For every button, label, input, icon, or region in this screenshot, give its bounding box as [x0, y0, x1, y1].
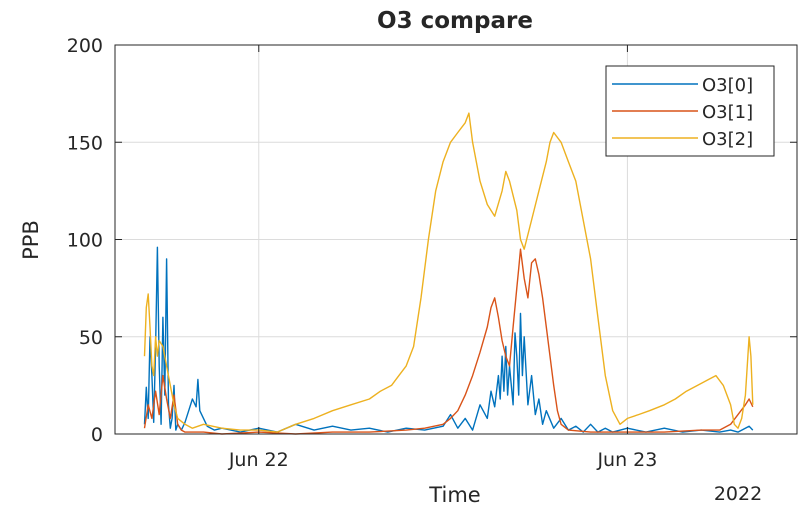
x-axis-label: Time [428, 483, 480, 507]
y-tick-label: 0 [91, 424, 103, 446]
y-tick-label: 50 [79, 327, 103, 349]
y-axis-label: PPB [19, 220, 43, 260]
y-tick-label: 200 [67, 35, 103, 57]
x-tick-label: Jun 22 [228, 449, 289, 471]
series-line-0 [143, 246, 754, 433]
series-group [143, 112, 754, 435]
legend-label: O3[2] [702, 129, 753, 150]
legend-label: O3[1] [702, 102, 753, 123]
legend: O3[0] O3[1] O3[2] [605, 65, 775, 157]
series-line-2 [143, 112, 754, 433]
x-axis-year-label: 2022 [714, 483, 762, 505]
series-line-1 [143, 248, 754, 435]
y-tick-label: 100 [67, 230, 103, 252]
legend-label: O3[0] [702, 75, 753, 96]
y-tick-label: 150 [67, 132, 103, 154]
x-tick-label: Jun 23 [596, 449, 657, 471]
ticks: 0 50 100 150 200 Jun 22 Jun 23 [67, 35, 797, 471]
chart-title: O3 compare [377, 8, 533, 34]
